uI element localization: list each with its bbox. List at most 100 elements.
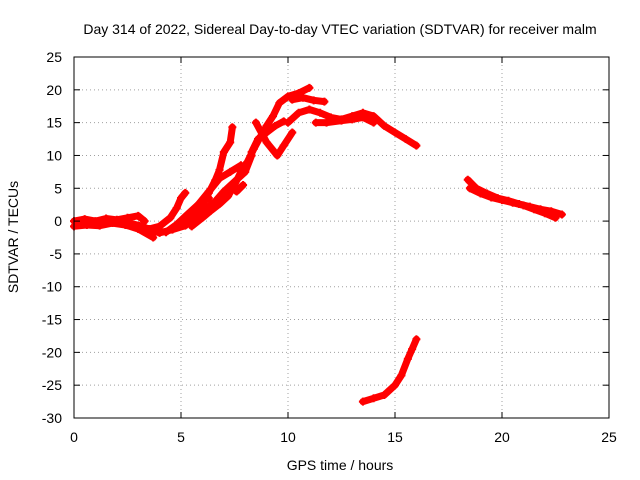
x-tick-label: 10 xyxy=(280,429,296,445)
x-axis-label: GPS time / hours xyxy=(287,457,394,473)
data-point xyxy=(412,141,421,150)
data-point xyxy=(172,203,181,212)
data-point xyxy=(273,151,282,160)
data-point xyxy=(487,193,496,202)
data-point xyxy=(149,233,158,242)
chart-title: Day 314 of 2022, Sidereal Day-to-day VTE… xyxy=(83,21,596,37)
data-point xyxy=(311,118,320,127)
data-point xyxy=(380,391,389,400)
data-point xyxy=(204,187,213,196)
y-tick-label: -25 xyxy=(42,377,62,393)
data-point xyxy=(230,177,239,186)
data-point xyxy=(228,123,237,132)
y-tick-label: 10 xyxy=(46,147,62,163)
data-point xyxy=(224,192,233,201)
data-point xyxy=(298,93,307,102)
y-tick-label: 15 xyxy=(46,115,62,131)
y-tick-label: -5 xyxy=(50,246,63,262)
data-point xyxy=(358,113,367,122)
data-point xyxy=(557,210,566,219)
data-point xyxy=(219,187,228,196)
data-point xyxy=(112,217,121,226)
data-point xyxy=(551,213,560,222)
data-point xyxy=(508,198,517,207)
data-point xyxy=(348,115,357,124)
data-point xyxy=(309,96,318,105)
data-point xyxy=(275,98,284,107)
data-point xyxy=(202,203,211,212)
data-point xyxy=(337,116,346,125)
data-point xyxy=(269,112,278,121)
x-tick-label: 15 xyxy=(387,429,403,445)
data-point xyxy=(380,121,389,130)
data-point xyxy=(125,219,134,228)
data-point xyxy=(241,167,250,176)
data-point xyxy=(401,135,410,144)
data-point xyxy=(144,224,153,233)
data-point xyxy=(322,118,331,127)
y-axis-label: SDTVAR / TECUs xyxy=(5,181,21,293)
data-point xyxy=(305,105,314,114)
data-point xyxy=(412,335,421,344)
data-point xyxy=(232,187,241,196)
data-point xyxy=(95,221,104,230)
data-point xyxy=(262,138,271,147)
data-point xyxy=(305,83,314,92)
data-point xyxy=(138,222,147,231)
y-tick-label: -10 xyxy=(42,279,62,295)
data-point xyxy=(236,161,245,170)
y-tick-label: 5 xyxy=(54,180,62,196)
series-track-8 xyxy=(177,152,256,228)
data-point xyxy=(284,118,292,127)
data-point xyxy=(369,118,378,127)
data-point xyxy=(187,222,196,231)
y-tick-label: 25 xyxy=(46,49,62,65)
data-point xyxy=(170,223,179,232)
data-point xyxy=(162,228,171,237)
data-point xyxy=(166,213,175,222)
data-point xyxy=(254,135,263,144)
data-point xyxy=(189,211,198,220)
data-point xyxy=(397,371,406,380)
data-point xyxy=(530,205,539,214)
data-point xyxy=(288,95,297,104)
data-point xyxy=(219,148,228,157)
data-point xyxy=(198,213,207,222)
data-point xyxy=(155,222,164,231)
x-tick-label: 0 xyxy=(70,429,78,445)
y-tick-label: -15 xyxy=(42,312,62,328)
data-point xyxy=(369,394,378,403)
data-point xyxy=(463,175,472,184)
data-point xyxy=(391,128,399,137)
data-point xyxy=(288,128,297,137)
data-point xyxy=(391,381,399,390)
data-point xyxy=(358,397,367,406)
data-point xyxy=(177,220,185,229)
grid-lines xyxy=(74,57,609,418)
data-point xyxy=(181,188,190,197)
data-point xyxy=(226,167,235,176)
data-point xyxy=(476,189,485,198)
data-point xyxy=(279,141,288,150)
x-tick-label: 25 xyxy=(601,429,617,445)
data-point xyxy=(82,221,91,230)
plot-frame xyxy=(73,56,610,419)
series-track-14 xyxy=(288,94,328,106)
data-point xyxy=(194,200,203,209)
data-point xyxy=(519,201,528,210)
data-point xyxy=(215,174,224,183)
y-tick-label: 0 xyxy=(54,213,62,229)
data-point xyxy=(271,121,280,130)
data-point xyxy=(177,194,185,203)
data-point xyxy=(408,345,417,354)
data-point xyxy=(465,184,474,193)
data-point xyxy=(320,97,329,106)
data-point xyxy=(316,108,325,117)
data-point xyxy=(540,209,549,218)
data-series xyxy=(70,83,566,406)
axis-ticks: 0 5 10 15 20 25 25 20 15 10 5 0 -5 -10 -15 -20 -25 -30 xyxy=(42,49,617,445)
data-point xyxy=(403,354,412,363)
data-point xyxy=(251,118,260,127)
x-tick-label: 5 xyxy=(177,429,185,445)
